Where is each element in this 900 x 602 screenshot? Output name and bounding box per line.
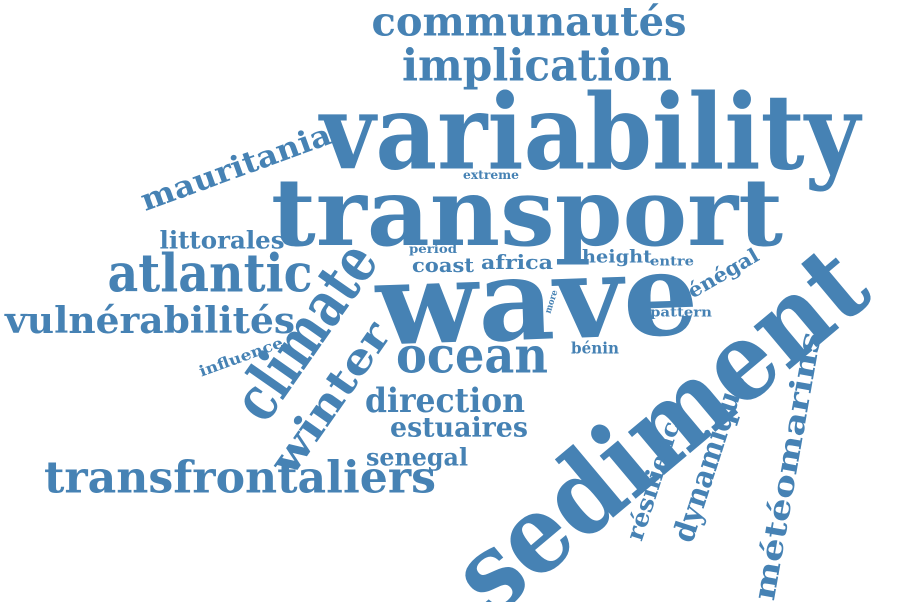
word-height: height: [582, 247, 653, 268]
word-pattern: pattern: [650, 306, 713, 321]
word-transfrontaliers: transfrontaliers: [44, 453, 436, 504]
word-senegal: senegal: [366, 443, 468, 472]
word-variability: variability: [318, 71, 862, 194]
word-transport: transport: [271, 158, 783, 268]
word-period: period: [409, 242, 458, 256]
word-entre: entre: [650, 255, 694, 270]
word-estuaires: estuaires: [390, 413, 528, 444]
word-littorales: littorales: [160, 226, 285, 255]
word-ocean: ocean: [396, 326, 548, 385]
word-direction: direction: [365, 381, 525, 421]
word-vulnerabilites: vulnérabilités: [4, 300, 295, 342]
word-africa: africa: [481, 250, 553, 274]
word-communautes: communautés: [372, 0, 687, 46]
word-extreme: extreme: [463, 168, 519, 182]
word-wave: wave: [373, 226, 701, 371]
word-benin: bénin: [571, 339, 619, 358]
word-implication: implication: [402, 41, 672, 92]
word-atlantic: atlantic: [108, 244, 313, 305]
word-coast: coast: [412, 253, 475, 277]
